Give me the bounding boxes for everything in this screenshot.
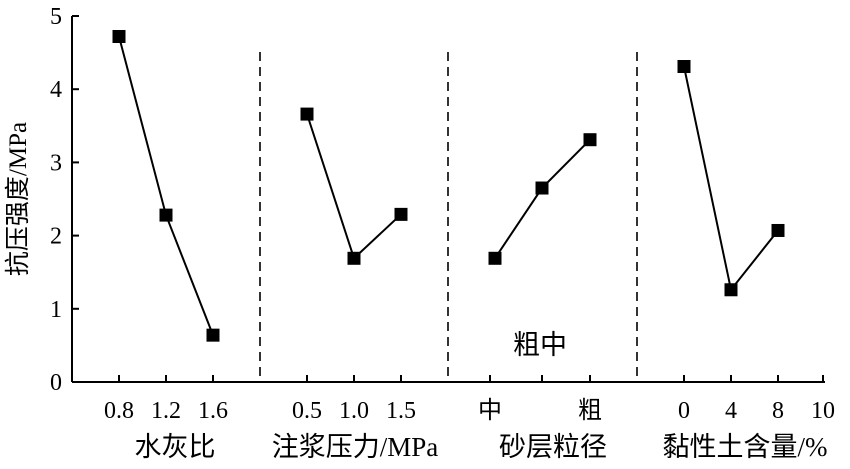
x-tick-label: 0.8 (104, 398, 134, 424)
data-point-marker (159, 208, 173, 222)
data-point-marker (583, 133, 597, 147)
data-point-marker (488, 251, 502, 265)
annotation-label: 粗中 (513, 330, 567, 360)
x-tick-label: 0 (678, 398, 690, 424)
series-line-group-4 (683, 66, 779, 293)
data-point-marker (677, 60, 691, 74)
group-x-label: 黏性土含量/% (663, 432, 828, 462)
series (112, 29, 785, 342)
x-tick-label: 1.6 (198, 398, 228, 424)
x-tick-label: 0.5 (292, 398, 322, 424)
series-line-group-3 (494, 139, 591, 259)
x-tick-label: 8 (772, 398, 784, 424)
y-tick-label: 1 (50, 297, 62, 323)
labels: 0 1 2 3 4 5 抗压强度/MPa 0.8 1.2 1.6 水灰比 0.5 1.0 1.5 注浆压力/… (4, 4, 835, 462)
series-line-group-2 (306, 113, 402, 261)
group-dividers (259, 52, 638, 382)
data-point-marker (724, 283, 738, 297)
x-tick-label: 1.5 (386, 398, 416, 424)
group-x-label: 水灰比 (135, 432, 216, 462)
y-tick-label: 4 (50, 77, 62, 103)
x-tick-label: 10 (811, 398, 835, 424)
y-tick-label: 3 (50, 150, 62, 176)
axes (71, 15, 825, 383)
data-point-marker (535, 181, 549, 195)
x-tick-label: 粗 (578, 397, 602, 424)
group-x-label: 注浆压力/MPa (272, 432, 439, 462)
data-point-marker (771, 223, 785, 237)
y-axis-label: 抗压强度/MPa (4, 122, 32, 276)
x-tick-label: 1.2 (151, 398, 181, 424)
x-tick-label: 1.0 (339, 398, 369, 424)
y-tick-label: 5 (50, 4, 62, 30)
x-tick-label: 4 (725, 398, 737, 424)
series-line-group-1 (118, 36, 214, 336)
data-point-marker (112, 29, 126, 43)
x-tick-label: 中 (478, 397, 502, 424)
group-x-label: 砂层粒径 (499, 432, 607, 462)
y-tick-label: 0 (50, 370, 62, 396)
y-tick-label: 2 (50, 224, 62, 250)
data-point-marker (394, 207, 408, 221)
data-point-marker (206, 328, 220, 342)
data-point-marker (347, 251, 361, 265)
data-point-marker (300, 107, 314, 121)
